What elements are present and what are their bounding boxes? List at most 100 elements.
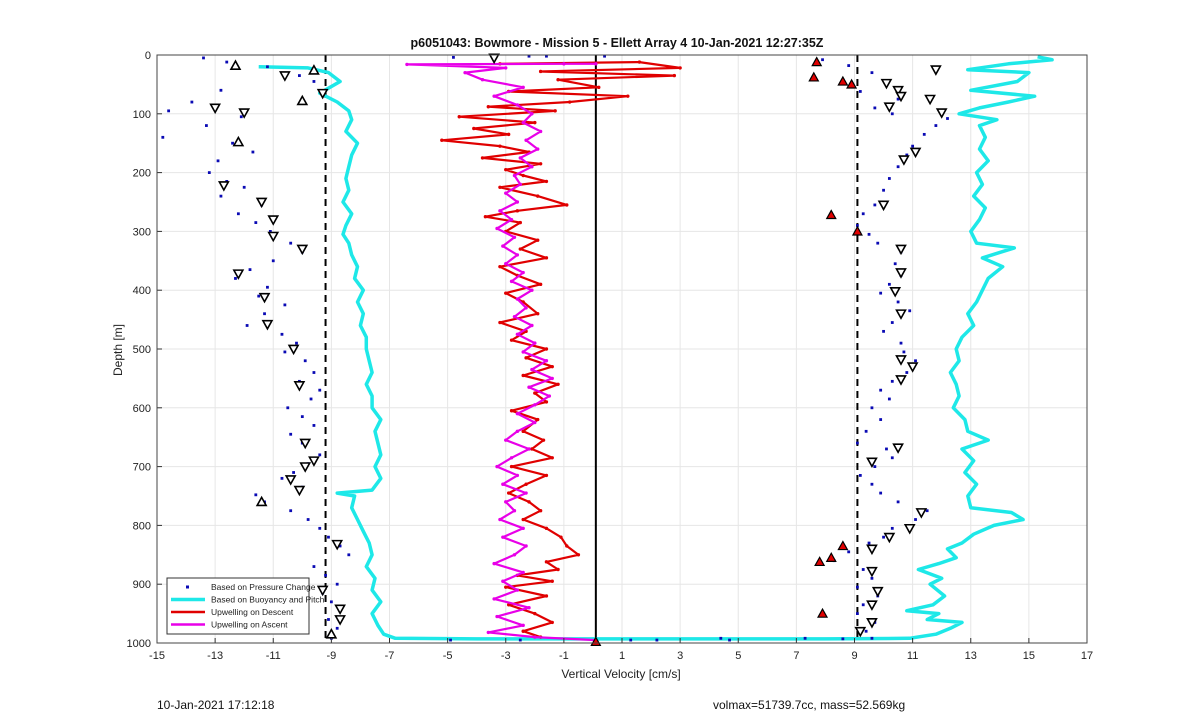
series-point-2 bbox=[565, 544, 569, 548]
open-triangle-down-marker bbox=[895, 244, 907, 256]
x-tick-label: 3 bbox=[677, 650, 683, 662]
x-tick-label: 7 bbox=[793, 650, 799, 662]
pressure-change-point bbox=[295, 341, 298, 345]
series-point-2 bbox=[544, 256, 549, 260]
open-triangle-up-marker bbox=[232, 135, 245, 147]
pressure-change-point bbox=[245, 324, 249, 327]
pressure-change-point bbox=[219, 194, 223, 198]
open-triangle-down-marker bbox=[854, 626, 867, 638]
pressure-change-point bbox=[545, 54, 548, 58]
pressure-change-point bbox=[312, 80, 316, 83]
pressure-change-point bbox=[312, 424, 316, 427]
pressure-change-point bbox=[887, 177, 891, 180]
filled-triangle-marker bbox=[825, 209, 837, 220]
y-tick-label: 1000 bbox=[127, 638, 151, 650]
open-triangle-down-marker bbox=[883, 532, 896, 544]
pressure-change-point bbox=[876, 241, 880, 245]
series-point-3 bbox=[501, 579, 505, 583]
pressure-change-point bbox=[335, 626, 339, 630]
series-point-2 bbox=[480, 156, 485, 160]
pressure-change-point bbox=[890, 321, 894, 324]
series-point-2 bbox=[486, 105, 491, 109]
open-triangle-down-marker bbox=[906, 362, 919, 373]
plot-frame bbox=[156, 54, 1088, 644]
series-point-2 bbox=[536, 238, 540, 242]
open-triangle-down-marker bbox=[930, 65, 942, 76]
series-point-3 bbox=[515, 253, 520, 257]
pressure-change-point bbox=[864, 629, 868, 633]
series-point-2 bbox=[536, 194, 540, 198]
footer-volmax-mass: volmax=51739.7cc, mass=52.569kg bbox=[713, 698, 906, 712]
series-point-3 bbox=[518, 156, 522, 160]
pressure-change-point bbox=[257, 294, 261, 298]
legend-label: Based on Pressure Change bbox=[211, 582, 316, 592]
pressure-change-point bbox=[896, 500, 900, 504]
pressure-change-point bbox=[268, 230, 272, 233]
pressure-change-point bbox=[719, 636, 723, 640]
series-point-3 bbox=[515, 297, 520, 301]
series-point-2 bbox=[637, 60, 642, 64]
series-point-3 bbox=[562, 62, 566, 66]
legend-label: Upwelling on Descent bbox=[211, 607, 294, 617]
pressure-change-point bbox=[922, 132, 926, 136]
filled-triangle-marker bbox=[811, 56, 823, 67]
pressure-change-point bbox=[890, 112, 894, 116]
series-point-2 bbox=[506, 491, 511, 495]
open-triangle-down-marker bbox=[866, 544, 878, 556]
series-point-2 bbox=[556, 382, 560, 386]
pressure-change-point bbox=[449, 638, 452, 642]
series-point-3 bbox=[518, 182, 522, 187]
pressure-change-point bbox=[882, 188, 885, 192]
pressure-change-point bbox=[882, 329, 885, 333]
open-triangle-down-marker bbox=[924, 94, 936, 106]
series-point-3 bbox=[544, 359, 549, 363]
axes-frame: -15 -13 -11 -9 -7 -5 -3 -1 1 3 5 7 9 11 13 15 1701002003… bbox=[127, 50, 1094, 662]
series-point-3 bbox=[504, 438, 508, 442]
pressure-change-point bbox=[216, 159, 220, 163]
open-triangle-down-marker bbox=[308, 456, 320, 467]
pressure-change-point bbox=[914, 518, 917, 521]
pressure-change-point bbox=[867, 232, 871, 236]
series-point-2 bbox=[457, 115, 461, 119]
series-point-2 bbox=[498, 264, 502, 269]
open-triangle-down-marker bbox=[880, 78, 893, 90]
open-triangle-down-marker bbox=[258, 292, 271, 304]
pressure-change-point bbox=[914, 359, 917, 363]
series-point-2 bbox=[544, 473, 549, 478]
series-point-2 bbox=[678, 66, 682, 70]
pressure-change-point bbox=[890, 456, 894, 460]
series-point-3 bbox=[515, 103, 520, 107]
series-point-3 bbox=[594, 62, 598, 66]
pressure-change-point bbox=[318, 388, 322, 392]
pressure-change-point bbox=[289, 509, 293, 513]
series-point-2 bbox=[524, 482, 528, 486]
open-triangle-down-marker bbox=[232, 269, 245, 280]
pressure-change-point bbox=[890, 379, 894, 383]
pressure-change-point bbox=[202, 56, 205, 60]
pressure-change-point bbox=[518, 638, 522, 642]
pressure-change-point bbox=[248, 268, 252, 272]
open-triangle-up-marker bbox=[229, 59, 242, 70]
pressure-change-point bbox=[905, 371, 909, 374]
pressure-change-point bbox=[858, 90, 862, 93]
filled-triangle-marker bbox=[837, 540, 849, 551]
open-triangle-down-marker bbox=[898, 155, 910, 166]
pressure-change-point bbox=[239, 115, 243, 119]
filled-triangle-marker bbox=[837, 75, 849, 86]
open-triangle-down-marker bbox=[866, 600, 878, 611]
series-point-2 bbox=[521, 173, 525, 178]
pressure-change-point bbox=[934, 124, 938, 127]
pressure-change-point bbox=[870, 576, 874, 580]
y-tick-label: 900 bbox=[133, 579, 151, 591]
y-tick-label: 600 bbox=[133, 403, 151, 415]
series-point-2 bbox=[626, 94, 630, 98]
open-triangle-down-marker bbox=[331, 539, 344, 551]
y-tick-label: 300 bbox=[133, 226, 151, 238]
open-triangle-down-marker bbox=[255, 197, 268, 209]
x-tick-label: -9 bbox=[326, 650, 336, 662]
series-point-3 bbox=[547, 394, 552, 398]
open-triangle-down-marker bbox=[866, 618, 878, 629]
pressure-change-point bbox=[896, 97, 900, 101]
open-triangle-down-marker bbox=[909, 147, 922, 159]
series-point-2 bbox=[536, 312, 540, 316]
